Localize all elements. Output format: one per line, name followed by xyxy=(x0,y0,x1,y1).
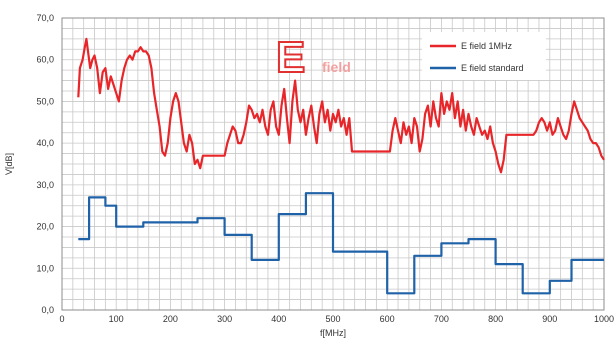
y-tick-label: 70,0 xyxy=(36,13,54,23)
legend: E field 1MHz E field standard xyxy=(422,32,546,80)
y-tick-label: 0,0 xyxy=(41,305,54,315)
x-tick-label: 200 xyxy=(163,314,178,324)
x-tick-label: 1000 xyxy=(594,314,614,324)
x-tick-label: 900 xyxy=(542,314,557,324)
legend-label: E field standard xyxy=(461,63,524,73)
x-tick-label: 400 xyxy=(271,314,286,324)
x-tick-label: 600 xyxy=(380,314,395,324)
x-tick-label: 700 xyxy=(434,314,449,324)
legend-label: E field 1MHz xyxy=(461,41,513,51)
y-axis-label: V[dB] xyxy=(4,153,14,175)
annotation-small-text: field xyxy=(322,59,351,75)
series-group xyxy=(77,37,605,295)
x-tick-label: 100 xyxy=(109,314,124,324)
series-line-blue xyxy=(78,192,604,295)
axes: 0 100 200 300 400 500 600 700 800 900 1000 0,0 10,0 2… xyxy=(36,13,614,324)
series-line-red xyxy=(77,37,605,174)
annotation: E field xyxy=(275,32,351,83)
y-tick-label: 10,0 xyxy=(36,263,54,273)
y-tick-label: 50,0 xyxy=(36,96,54,106)
y-tick-label: 60,0 xyxy=(36,55,54,65)
x-tick-label: 500 xyxy=(325,314,340,324)
x-tick-label: 800 xyxy=(488,314,503,324)
y-tick-label: 40,0 xyxy=(36,138,54,148)
x-tick-label: 300 xyxy=(217,314,232,324)
plot-area-border xyxy=(61,17,605,311)
y-tick-label: 30,0 xyxy=(36,180,54,190)
x-tick-label: 0 xyxy=(59,314,64,324)
legend-background xyxy=(422,32,546,80)
y-tick-label: 20,0 xyxy=(36,222,54,232)
x-axis-label: f[MHz] xyxy=(320,328,346,338)
annotation-big-text: E xyxy=(276,33,305,82)
grid xyxy=(61,17,605,311)
